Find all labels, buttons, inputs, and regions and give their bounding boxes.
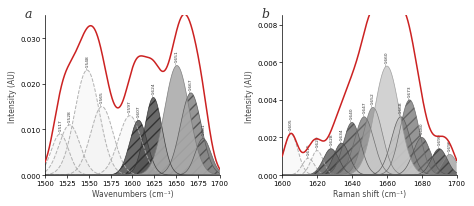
Text: ~1548: ~1548 <box>85 55 89 69</box>
Text: ~1651: ~1651 <box>175 50 179 65</box>
Y-axis label: Intensity (AU): Intensity (AU) <box>246 69 255 122</box>
Text: ~1668: ~1668 <box>399 101 403 116</box>
Text: ~1681: ~1681 <box>201 123 205 138</box>
Text: ~1680: ~1680 <box>420 122 424 137</box>
Text: ~1696: ~1696 <box>447 139 452 153</box>
Text: ~1647: ~1647 <box>362 101 366 116</box>
Text: ~1607: ~1607 <box>137 105 141 119</box>
Text: ~1624: ~1624 <box>151 82 155 97</box>
Y-axis label: Intensity (AU): Intensity (AU) <box>9 69 18 122</box>
Text: ~1565: ~1565 <box>100 91 104 106</box>
Text: a: a <box>24 8 32 21</box>
Text: ~1605: ~1605 <box>289 118 293 133</box>
Text: ~1597: ~1597 <box>128 100 132 115</box>
Text: ~1640: ~1640 <box>350 107 354 122</box>
X-axis label: Raman shift (cm⁻¹): Raman shift (cm⁻¹) <box>333 189 406 198</box>
Text: b: b <box>261 8 269 21</box>
X-axis label: Wavenumbers (cm⁻¹): Wavenumbers (cm⁻¹) <box>91 189 173 198</box>
Text: ~1667: ~1667 <box>189 78 193 92</box>
Text: ~1517: ~1517 <box>58 118 62 133</box>
Text: ~1528: ~1528 <box>68 109 72 124</box>
Text: ~1690: ~1690 <box>437 133 441 148</box>
Text: ~1628: ~1628 <box>329 133 333 148</box>
Text: ~1620: ~1620 <box>315 135 319 150</box>
Text: ~1673: ~1673 <box>408 84 411 99</box>
Text: ~1634: ~1634 <box>339 128 344 142</box>
Text: ~1615: ~1615 <box>306 142 310 157</box>
Text: ~1660: ~1660 <box>385 51 389 66</box>
Text: ~1652: ~1652 <box>371 92 375 107</box>
